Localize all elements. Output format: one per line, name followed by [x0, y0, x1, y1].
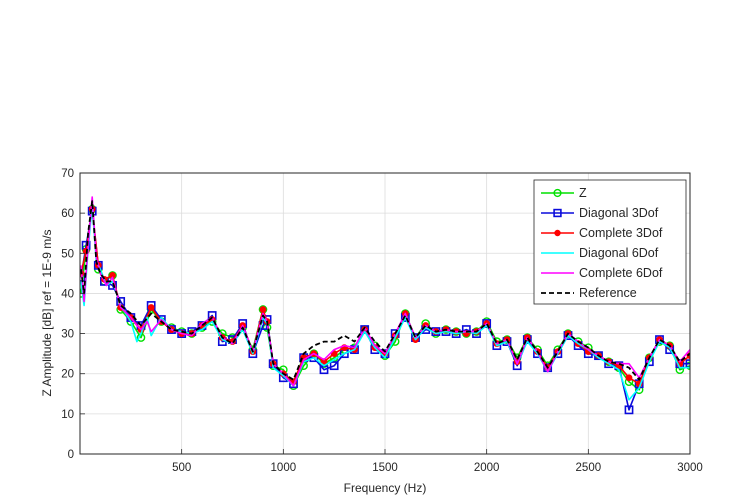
- legend-label: Diagonal 6Dof: [579, 246, 659, 260]
- x-tick-label: 3000: [677, 462, 703, 474]
- legend-entry: Complete 6Dof: [541, 266, 663, 280]
- data-point: [553, 188, 562, 198]
- data-point: [624, 405, 634, 415]
- legend-entry: Z: [541, 186, 587, 200]
- y-tick-label: 20: [61, 369, 74, 381]
- y-tick-label: 30: [61, 329, 74, 341]
- y-tick-label: 70: [61, 168, 74, 180]
- x-tick-label: 1000: [271, 462, 297, 474]
- data-point: [329, 361, 339, 371]
- x-axis-label: Frequency (Hz): [344, 481, 427, 495]
- data-point: [147, 304, 155, 311]
- axis-ticks: 500 1000 1500 2000 2500 3000 0 10 20 30 40 50 60 70: [61, 168, 703, 474]
- legend-box: [533, 179, 687, 305]
- legend-label: Diagonal 3Dof: [579, 206, 659, 220]
- y-tick-label: 0: [68, 449, 74, 461]
- legend-entry: Reference: [541, 286, 637, 300]
- legend: Z Diagonal 3Dof Complete 3Dof Diagonal 6Dof…: [533, 179, 687, 305]
- legend-label: Z: [579, 186, 587, 200]
- x-tick-label: 1500: [372, 462, 398, 474]
- data-point: [625, 374, 633, 382]
- series-group: [80, 196, 690, 415]
- series-line: [80, 204, 690, 401]
- legend-entry: Diagonal 6Dof: [541, 246, 659, 260]
- x-tick-label: 2500: [576, 462, 602, 474]
- x-tick-label: 2000: [474, 462, 500, 474]
- data-point: [685, 359, 690, 369]
- series-diagonal-6dof: [80, 204, 690, 401]
- y-tick-label: 10: [61, 409, 74, 421]
- legend-label: Complete 3Dof: [579, 226, 663, 240]
- series-reference: [80, 200, 690, 381]
- data-point: [554, 229, 561, 237]
- series-line: [80, 200, 690, 381]
- y-axis-label: Z Amplitude [dB] ref = 1E-9 m/s: [40, 229, 54, 396]
- series-line: [80, 196, 690, 387]
- data-point: [553, 208, 562, 218]
- legend-label: Complete 6Dof: [579, 266, 663, 280]
- series-complete-6dof: [80, 196, 690, 387]
- legend-entry: Complete 3Dof: [541, 226, 663, 240]
- y-tick-label: 60: [61, 208, 74, 220]
- legend-entry: Diagonal 3Dof: [541, 206, 659, 220]
- x-tick-label: 500: [172, 462, 191, 474]
- legend-label: Reference: [579, 286, 637, 300]
- y-tick-label: 50: [61, 248, 74, 260]
- y-tick-label: 40: [61, 288, 74, 300]
- data-point: [259, 306, 267, 313]
